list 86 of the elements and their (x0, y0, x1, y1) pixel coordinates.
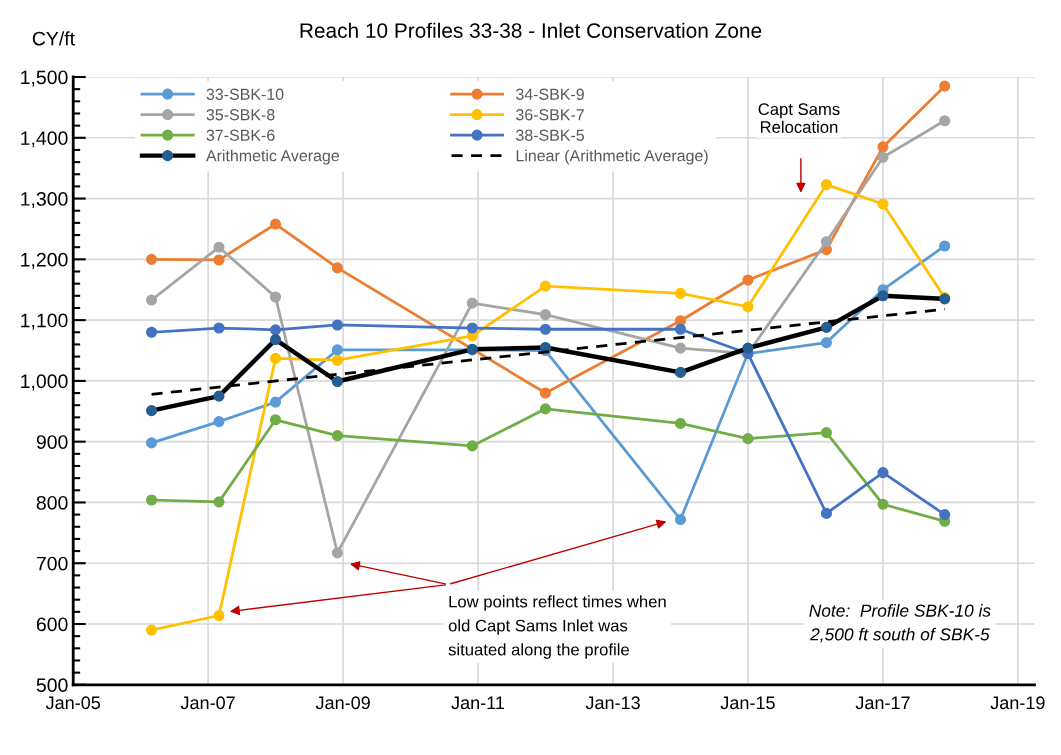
point (213, 322, 225, 334)
point (269, 414, 282, 426)
y-tick-label: 800 (36, 495, 68, 510)
point (939, 240, 951, 252)
x-tick-label: Jan-11 (451, 696, 505, 710)
point (213, 254, 225, 266)
annotation: Capt Sams Relocation (758, 103, 840, 133)
y-tick-label: 700 (36, 556, 68, 571)
y-tick-label: 1,200 (21, 252, 68, 269)
point (742, 274, 754, 286)
x-tick-label: Jan-19 (990, 696, 1045, 710)
point (539, 309, 551, 321)
point (213, 609, 225, 622)
point (820, 179, 833, 191)
point (742, 301, 754, 313)
y-tick-label: 600 (36, 617, 68, 632)
point (331, 344, 343, 356)
point (269, 396, 282, 408)
annotation: Low points reflect times when old Capt Sams Inlet was situated along the profile (448, 595, 666, 659)
point (466, 297, 478, 309)
point (939, 509, 951, 521)
y-tick-label: 1,300 (21, 192, 68, 209)
point (674, 513, 687, 526)
point (939, 115, 951, 127)
point (145, 494, 158, 506)
y-tick-label: 1,100 (21, 313, 68, 330)
point (269, 324, 282, 336)
point (213, 496, 225, 508)
point (877, 198, 889, 210)
point (145, 437, 158, 449)
point (145, 326, 158, 338)
point (539, 387, 551, 399)
legend-label: Arithmetic Average (205, 149, 340, 165)
annotation: Note: Profile SBK-10 is 2,500 ft south of SBK-5 (809, 604, 991, 643)
point (331, 547, 343, 559)
x-tick-label: Jan-07 (180, 696, 235, 710)
point (331, 262, 343, 274)
point (331, 319, 343, 331)
legend-label: 33-SBK-10 (206, 88, 284, 100)
point (213, 241, 225, 253)
point (877, 498, 889, 510)
legend-label: 35-SBK-8 (206, 109, 275, 121)
y-tick-label: 1,400 (21, 131, 68, 148)
y-tick-label: 1,500 (21, 70, 68, 87)
x-tick-label: Jan-13 (585, 696, 640, 710)
point (466, 440, 478, 452)
point (539, 403, 551, 415)
legend-label: Linear (Arithmetic Average) (516, 149, 708, 165)
point (742, 433, 754, 445)
legend-label: 36-SBK-7 (516, 109, 584, 121)
point (213, 416, 225, 428)
point (145, 253, 158, 265)
point (877, 141, 889, 153)
y-axis-title: CY/ft (32, 31, 75, 46)
point (820, 427, 833, 439)
legend-label: 37-SBK-6 (206, 129, 275, 141)
point (269, 352, 282, 364)
y-tick-label: 1,000 (21, 374, 68, 391)
point (269, 218, 282, 230)
x-tick-label: Jan-05 (45, 696, 101, 710)
x-tick-label: Jan-17 (855, 696, 910, 710)
point (820, 507, 833, 519)
point (145, 294, 158, 306)
legend-label: 38-SBK-5 (516, 129, 584, 141)
point (939, 80, 951, 92)
point (674, 287, 687, 299)
y-tick-label: 900 (36, 435, 68, 449)
point (820, 236, 833, 248)
point (331, 354, 343, 366)
point (674, 323, 687, 335)
y-tick-label: 500 (36, 678, 68, 693)
point (674, 417, 687, 429)
chart-title: Reach 10 Profiles 33-38 - Inlet Conservation Zone (300, 22, 762, 38)
point (269, 291, 282, 303)
point (877, 151, 889, 163)
point (820, 337, 833, 349)
point (145, 624, 158, 636)
point (674, 342, 687, 354)
point (877, 467, 889, 479)
point (539, 323, 551, 335)
x-tick-label: Jan-15 (720, 696, 775, 710)
x-tick-label: Jan-09 (315, 696, 370, 710)
point (331, 430, 343, 442)
legend-label: 34-SBK-9 (516, 88, 584, 100)
point (466, 322, 478, 334)
point (539, 280, 551, 292)
